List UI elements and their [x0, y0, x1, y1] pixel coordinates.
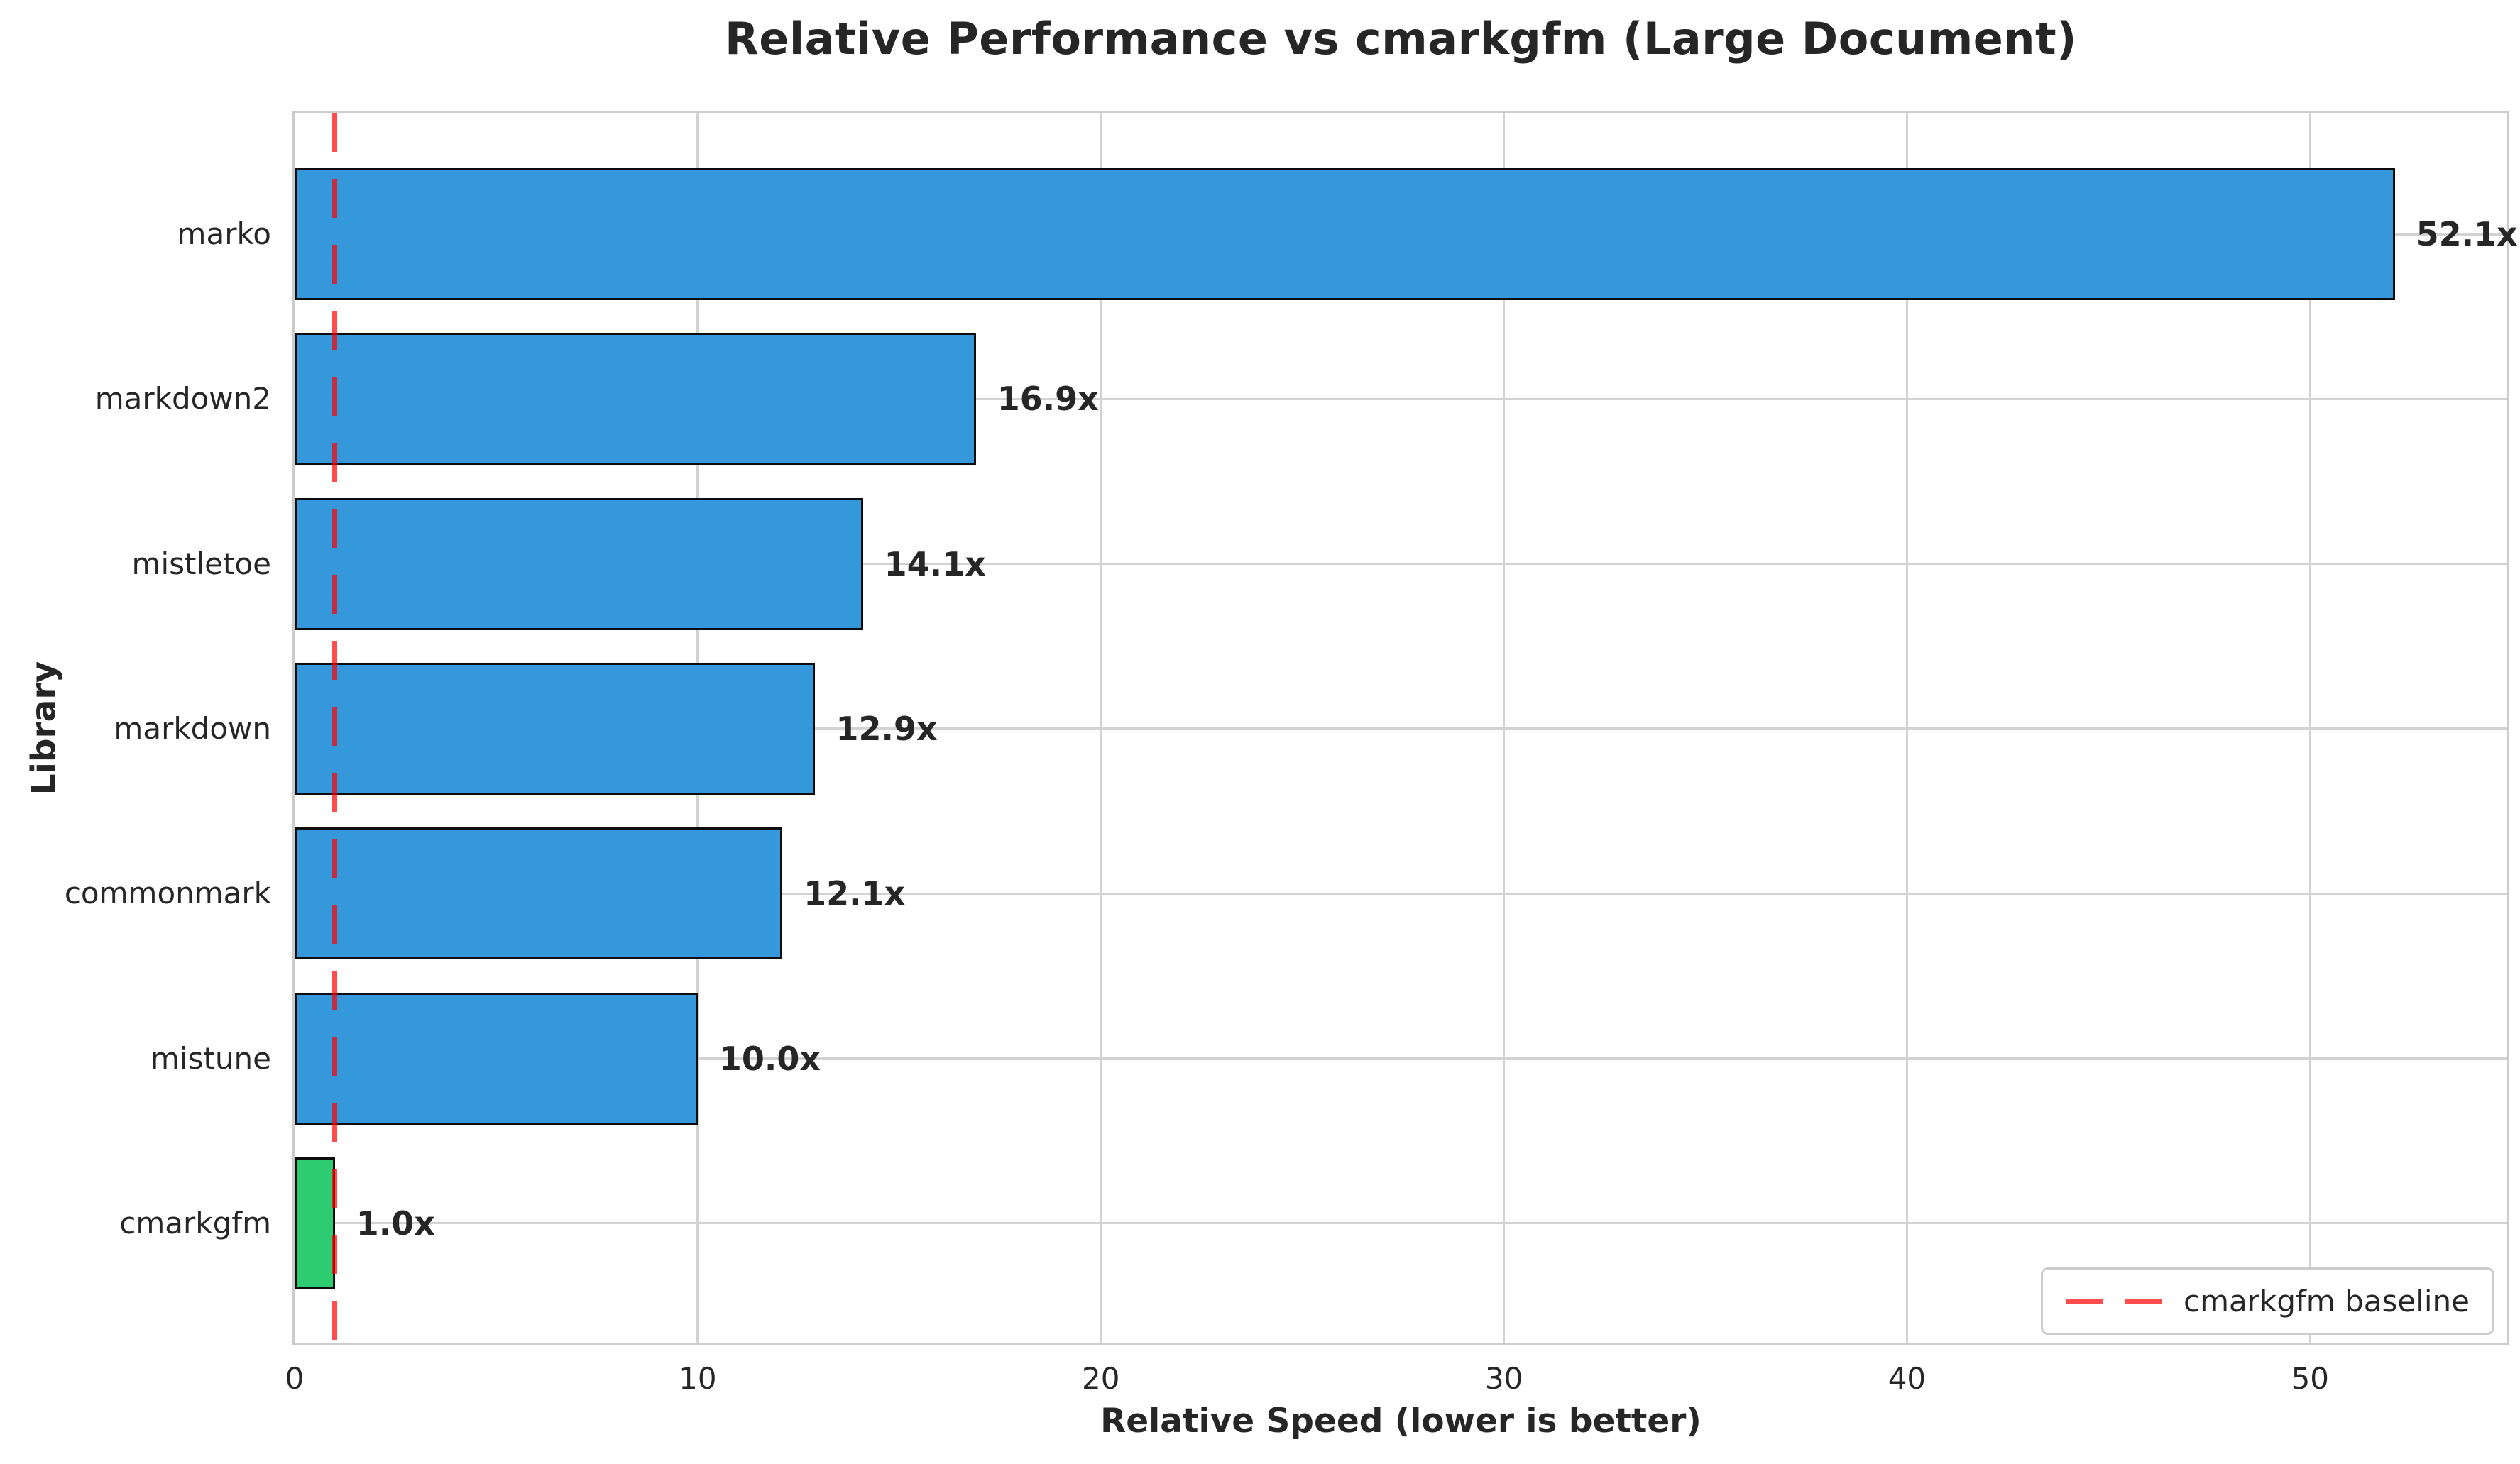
y-tick-label-mistletoe: mistletoe — [131, 546, 271, 581]
baseline-line — [332, 113, 338, 1343]
bar-value-label-markdown2: 16.9x — [997, 380, 1099, 419]
legend-label: cmarkgfm baseline — [2184, 1284, 2470, 1319]
y-tick-label-mistune: mistune — [150, 1040, 271, 1076]
y-gridline — [295, 563, 2507, 566]
bar-markdown2 — [295, 333, 976, 466]
x-axis-label: Relative Speed (lower is better) — [1100, 1402, 1702, 1441]
y-gridline — [295, 1222, 2507, 1225]
y-tick-label-commonmark: commonmark — [64, 876, 271, 911]
x-tick-label: 20 — [1081, 1361, 1120, 1396]
bar-value-label-mistletoe: 14.1x — [884, 544, 986, 583]
plot-area: cmarkgfm baseline 52.1x 16.9x 14.1x 12.9x 12… — [292, 111, 2518, 1345]
bar-marko — [295, 168, 2395, 300]
x-tick-label: 10 — [679, 1361, 717, 1396]
y-tick-label-markdown2: markdown2 — [94, 381, 271, 417]
x-tick-label: 30 — [1484, 1361, 1523, 1396]
bar-markdown — [295, 662, 815, 795]
y-tick-label-marko: marko — [177, 216, 271, 251]
y-gridline — [295, 397, 2507, 400]
bar-value-label-marko: 52.1x — [2416, 215, 2518, 253]
bar-value-label-mistune: 10.0x — [718, 1039, 821, 1078]
bar-cmarkgfm — [295, 1157, 335, 1289]
bar-mistune — [295, 992, 698, 1125]
x-tick-label: 50 — [2291, 1361, 2330, 1396]
y-gridline — [295, 1057, 2507, 1060]
x-tick-label: 0 — [285, 1361, 305, 1396]
y-gridline — [295, 892, 2507, 895]
bar-value-label-commonmark: 12.1x — [804, 874, 906, 913]
y-gridline — [295, 727, 2507, 730]
y-tick-label-markdown: markdown — [114, 710, 271, 746]
y-tick-label-cmarkgfm: cmarkgfm — [119, 1205, 271, 1240]
legend: cmarkgfm baseline — [2041, 1267, 2494, 1335]
baseline-dash-icon — [2066, 1299, 2163, 1304]
bar-commonmark — [295, 827, 783, 960]
x-tick-label: 40 — [1888, 1361, 1927, 1396]
bar-mistletoe — [295, 497, 863, 630]
chart-title: Relative Performance vs cmarkgfm (Large … — [725, 13, 2077, 65]
bar-value-label-cmarkgfm: 1.0x — [356, 1204, 435, 1243]
bar-value-label-markdown: 12.9x — [836, 709, 938, 748]
